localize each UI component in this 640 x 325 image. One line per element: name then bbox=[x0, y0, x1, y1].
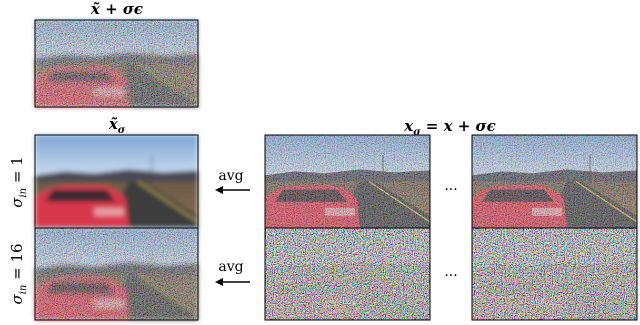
arrow bbox=[215, 186, 250, 194]
left-title: x̃σ bbox=[108, 115, 126, 136]
row-label: σin = 16 bbox=[8, 243, 29, 304]
ellipsis: ... bbox=[444, 178, 457, 194]
denoised-image-1 bbox=[35, 135, 198, 228]
title-sub: σ bbox=[118, 125, 126, 136]
noisy-sample bbox=[472, 135, 637, 228]
label-rest: = 1 bbox=[8, 156, 26, 188]
noisy-image bbox=[35, 20, 198, 107]
label-sub: in bbox=[18, 188, 29, 198]
arrow bbox=[215, 278, 250, 286]
arrow-label: avg bbox=[218, 168, 243, 184]
title-rest: = x + σϵ bbox=[421, 117, 496, 135]
noisy-sample bbox=[472, 228, 637, 320]
ellipsis: ... bbox=[444, 264, 457, 280]
top-title: x̃ + σϵ bbox=[90, 0, 143, 18]
figure: x̃ + σϵ x̃σ σin = 1 σin = 16 avg avg xσ … bbox=[0, 0, 640, 325]
label-rest: = 16 bbox=[8, 243, 26, 284]
denoised-image-16 bbox=[35, 228, 198, 320]
noisy-sample bbox=[265, 228, 430, 320]
arrow-label: avg bbox=[218, 259, 243, 275]
row-label: σin = 1 bbox=[8, 156, 29, 208]
noisy-sample bbox=[265, 135, 430, 228]
title-text: x̃ + σϵ bbox=[90, 0, 143, 18]
label-sub: in bbox=[18, 285, 29, 295]
